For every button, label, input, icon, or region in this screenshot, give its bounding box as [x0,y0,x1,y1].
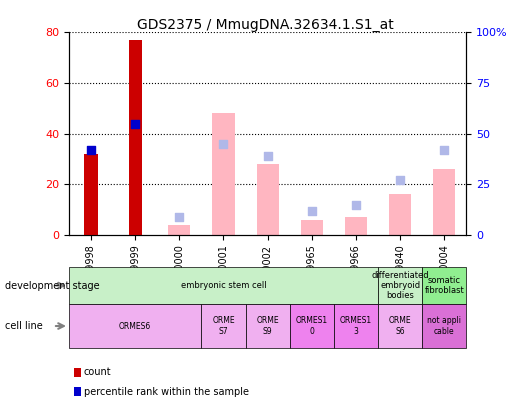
Text: ORME
S9: ORME S9 [257,316,279,336]
Point [440,147,448,153]
Text: somatic
fibroblast: somatic fibroblast [425,276,464,295]
Point [396,177,404,183]
Bar [84,154,98,235]
Text: count: count [84,367,111,377]
Text: percentile rank within the sample: percentile rank within the sample [84,387,249,397]
Bar [345,217,367,235]
Point [219,141,228,147]
Point [263,153,272,159]
Bar [257,164,279,235]
Text: GDS2375 / MmugDNA.32634.1.S1_at: GDS2375 / MmugDNA.32634.1.S1_at [137,18,393,32]
Bar [434,169,455,235]
Bar [301,220,323,235]
Text: cell line: cell line [5,321,43,331]
Text: development stage: development stage [5,281,100,290]
Bar [213,113,234,235]
Bar [168,225,190,235]
Point [307,207,316,214]
Text: not appli
cable: not appli cable [427,316,461,336]
Text: ORMES1
0: ORMES1 0 [296,316,328,336]
Text: embryonic stem cell: embryonic stem cell [181,281,266,290]
Bar [129,40,142,235]
Point [352,201,360,208]
Point [131,120,139,127]
Text: differentiated
embryoid
bodies: differentiated embryoid bodies [372,271,429,301]
Bar [389,194,411,235]
Text: ORME
S6: ORME S6 [389,316,411,336]
Point [175,213,183,220]
Text: ORMES1
3: ORMES1 3 [340,316,372,336]
Point [87,147,95,153]
Text: ORMES6: ORMES6 [119,322,151,330]
Text: ORME
S7: ORME S7 [212,316,235,336]
